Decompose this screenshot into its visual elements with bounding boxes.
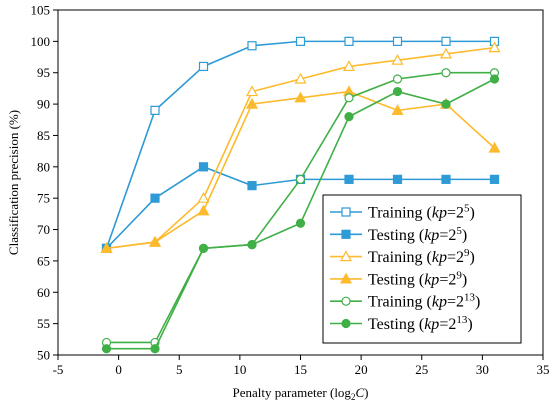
x-tick-label: 0 [115, 362, 122, 377]
legend-entry: Training (kp=213) [330, 292, 480, 311]
legend-label: Training (kp=25) [368, 203, 475, 222]
data-point [441, 36, 451, 46]
series-layer [100, 36, 501, 354]
data-point [342, 60, 356, 72]
x-tick-label: 10 [233, 362, 246, 377]
x-axis-ticks: -5 0 5 10 15 20 25 30 35 [53, 355, 550, 377]
data-point [392, 36, 403, 46]
legend-marker [341, 318, 351, 329]
data-point [392, 174, 403, 184]
x-tick-label: 30 [476, 362, 489, 377]
data-point [441, 68, 451, 78]
y-axis-ticks: 50 55 60 65 70 75 80 85 90 95 100 105 [31, 3, 58, 363]
legend-label: Testing (kp=29) [368, 269, 467, 288]
x-tick-label: 25 [415, 362, 428, 377]
legend-box [322, 194, 522, 344]
y-axis-title: Classification precision (%) [6, 110, 21, 255]
data-point [344, 174, 354, 184]
legend-marker [339, 272, 353, 284]
y-tick-label: 90 [37, 97, 50, 112]
y-tick-label: 85 [37, 128, 50, 143]
legend-marker [341, 207, 351, 217]
data-point [344, 93, 354, 103]
y-tick-label: 50 [37, 348, 50, 363]
x-tick-label: 5 [176, 362, 183, 377]
data-point [392, 74, 403, 84]
y-tick-label: 75 [37, 191, 50, 206]
data-point [439, 47, 453, 59]
data-point [441, 174, 451, 184]
x-tick-label: -5 [53, 362, 64, 377]
x-tick-label: 35 [537, 362, 550, 377]
legend-label: Training (kp=213) [368, 292, 480, 311]
x-tick-label: 15 [294, 362, 307, 377]
y-tick-label: 95 [37, 65, 50, 80]
data-point [489, 74, 500, 84]
data-point [391, 104, 404, 115]
y-tick-label: 100 [31, 34, 51, 49]
data-point [295, 36, 306, 46]
legend-entry: Training (kp=25) [330, 203, 475, 222]
data-point [488, 141, 501, 153]
data-point [295, 174, 306, 184]
data-point [245, 97, 259, 109]
data-point [488, 41, 501, 53]
series-5 [101, 74, 500, 354]
data-point [198, 61, 209, 72]
legend-entry: Testing (kp=25) [330, 225, 467, 244]
data-point [101, 344, 112, 354]
data-point [489, 174, 500, 184]
data-point [150, 344, 160, 354]
y-tick-label: 55 [37, 316, 50, 331]
y-tick-label: 70 [37, 222, 50, 237]
legend: Training (kp=25) Testing (kp=25) Training … [322, 194, 522, 344]
data-point [150, 193, 160, 203]
data-point [100, 242, 113, 253]
data-point [197, 204, 210, 216]
data-point [295, 218, 306, 228]
legend-label: Testing (kp=213) [368, 314, 473, 333]
data-point [247, 181, 257, 191]
x-tick-label: 20 [355, 362, 368, 377]
data-point [247, 41, 257, 51]
legend-marker [341, 229, 351, 239]
data-point [294, 72, 307, 84]
y-tick-label: 60 [37, 285, 50, 300]
data-point [198, 162, 209, 172]
y-tick-label: 105 [31, 3, 51, 18]
data-point [245, 85, 259, 97]
legend-entry: Testing (kp=29) [330, 269, 467, 288]
data-point [294, 91, 307, 103]
legend-label: Testing (kp=25) [368, 225, 467, 244]
data-point [392, 86, 403, 97]
data-point [148, 235, 162, 247]
data-point [150, 105, 160, 115]
data-point [441, 99, 451, 109]
data-point [344, 36, 354, 46]
data-point [197, 191, 210, 203]
legend-marker [339, 250, 353, 262]
y-tick-label: 80 [37, 159, 50, 174]
legend-marker [341, 296, 351, 306]
legend-label: Training (kp=29) [368, 247, 475, 266]
data-point [247, 240, 257, 250]
legend-entry: Training (kp=29) [330, 247, 475, 266]
legend-entry: Testing (kp=213) [330, 314, 473, 333]
y-tick-label: 65 [37, 253, 50, 268]
x-axis-title: Penalty parameter (log2C) [233, 385, 369, 402]
data-point [198, 243, 209, 253]
data-point [391, 53, 404, 65]
data-point [344, 112, 354, 122]
